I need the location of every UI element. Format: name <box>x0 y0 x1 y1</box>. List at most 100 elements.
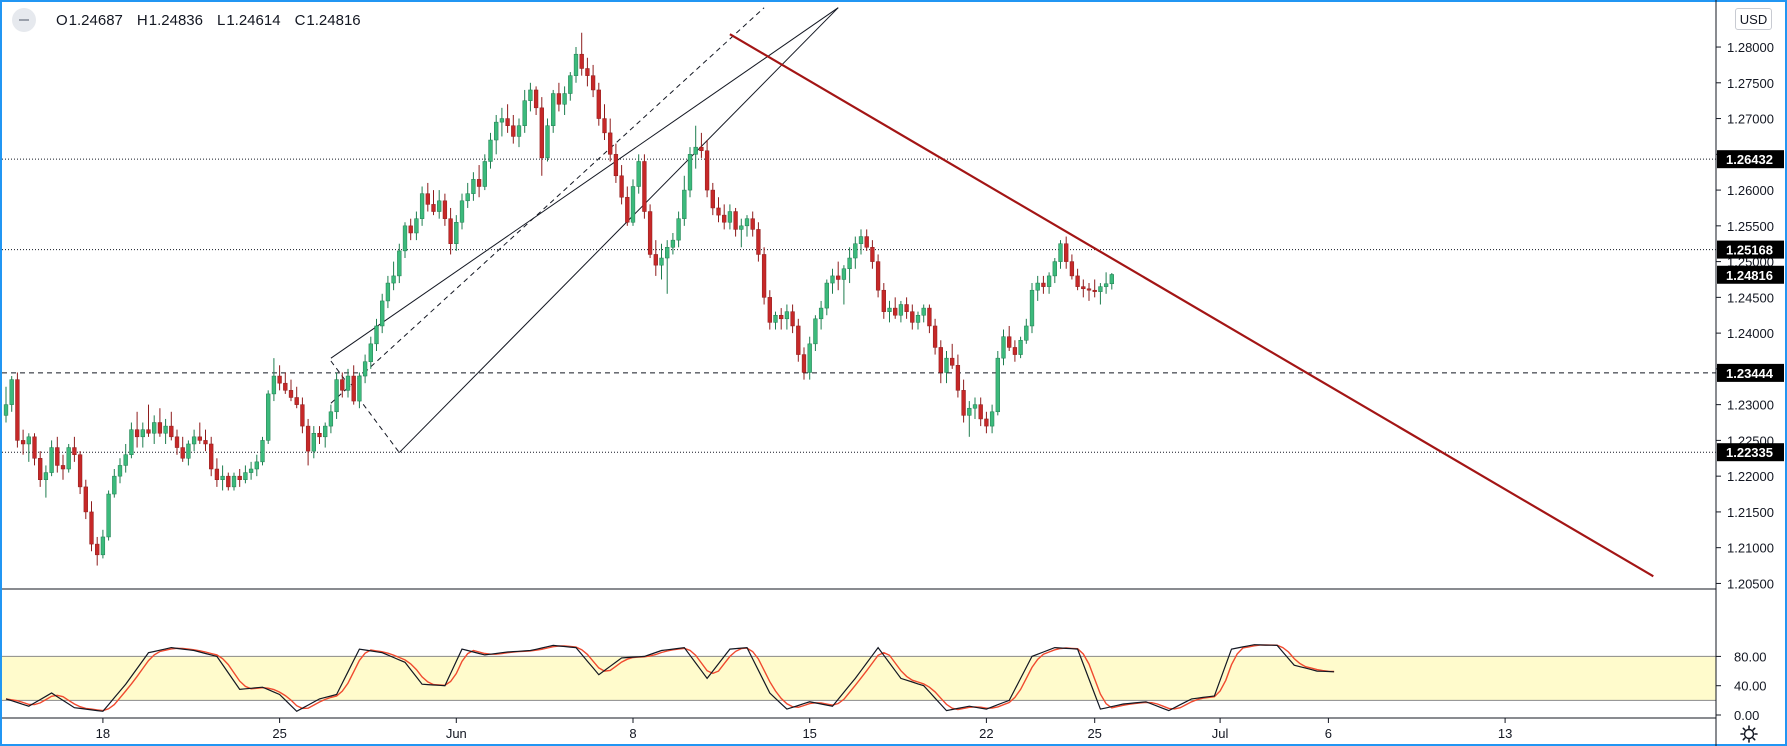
candle <box>830 268 835 294</box>
candle <box>596 82 601 126</box>
price-badge-1.24816 <box>1717 265 1784 284</box>
price-levels-layer <box>2 158 1716 453</box>
candle-body <box>682 189 687 219</box>
candle <box>608 118 613 162</box>
candle <box>482 154 487 191</box>
candle-body <box>750 218 755 230</box>
candle-body <box>243 472 248 480</box>
candle-body <box>38 458 43 480</box>
candle <box>978 397 983 427</box>
candle <box>893 297 898 319</box>
candle <box>961 379 966 423</box>
candle-body <box>551 93 556 126</box>
candle-body <box>362 361 368 377</box>
candle <box>146 404 151 437</box>
candle <box>134 411 140 448</box>
price-badge-label: 1.25168 <box>1726 243 1773 258</box>
candle <box>231 472 237 491</box>
gear-icon[interactable] <box>1738 725 1760 743</box>
candle <box>847 247 852 284</box>
candle-body <box>995 357 1000 413</box>
candle <box>397 243 402 284</box>
candle <box>841 265 847 305</box>
candle-body <box>380 300 385 327</box>
price-tick-label: 1.27000 <box>1727 112 1774 127</box>
candle-body <box>408 225 413 234</box>
candle <box>169 411 174 441</box>
price-tick-label: 1.26000 <box>1727 183 1774 198</box>
candle <box>72 436 77 462</box>
candle-body <box>739 225 744 230</box>
candle-body <box>944 357 949 373</box>
time-tick-label: 25 <box>1087 726 1101 741</box>
candle <box>123 443 128 473</box>
candle <box>533 86 539 115</box>
candle <box>220 465 225 491</box>
candle <box>362 354 368 384</box>
candle <box>83 479 88 520</box>
candle-body <box>32 436 37 459</box>
candle-body <box>590 75 596 91</box>
candle-body <box>813 318 818 345</box>
high-value: H 1.24836 <box>136 11 203 29</box>
candle-body <box>556 93 562 105</box>
candle-body <box>613 154 619 177</box>
candle <box>311 426 316 459</box>
candle-body <box>887 307 892 312</box>
candle-body <box>653 254 658 266</box>
currency-button[interactable]: USD <box>1735 8 1772 30</box>
candle <box>796 318 801 362</box>
candle-body <box>1052 261 1057 277</box>
candle <box>117 458 123 484</box>
candle <box>448 207 453 255</box>
candle <box>300 397 305 434</box>
candle <box>516 118 522 148</box>
candle-body <box>203 440 208 445</box>
candle-body <box>562 93 567 105</box>
candle-body <box>351 375 356 402</box>
candle-body <box>294 397 299 405</box>
candle <box>1081 279 1086 298</box>
candle-body <box>72 447 77 455</box>
candle <box>858 229 864 255</box>
candle <box>60 454 66 480</box>
candle <box>328 404 334 434</box>
candle <box>1001 329 1006 366</box>
minus-icon[interactable] <box>12 8 36 32</box>
candle-body <box>864 236 869 248</box>
candle <box>294 386 299 409</box>
trendline-channel-lower <box>398 7 839 453</box>
candle <box>1035 275 1040 301</box>
stoch-tick-label: 80.00 <box>1734 649 1767 664</box>
candle-body <box>180 447 185 459</box>
candle <box>374 318 379 351</box>
ohlc-legend: O 1.24687 H 1.24836 L 1.24614 C 1.24816 <box>12 8 361 32</box>
candle-body <box>305 425 311 452</box>
candle-body <box>1035 282 1040 291</box>
candle <box>676 211 681 248</box>
candle-body <box>608 132 613 155</box>
candle-body <box>174 436 180 448</box>
candle-body <box>1007 336 1012 348</box>
candle <box>670 232 676 255</box>
candle-body <box>1018 340 1023 355</box>
candle-body <box>790 311 795 327</box>
candle-body <box>1103 283 1109 287</box>
price-tick-label: 1.20500 <box>1727 576 1774 591</box>
candle <box>55 436 60 473</box>
candle <box>590 64 596 98</box>
candle <box>277 365 282 391</box>
candle-body <box>1092 289 1097 292</box>
candle-body <box>311 432 316 452</box>
candle-body <box>49 447 54 473</box>
candle-body <box>476 179 482 187</box>
candle-body <box>254 461 259 470</box>
candle <box>545 118 550 162</box>
candle-body <box>106 493 111 538</box>
price-badges-layer: 1.26432 1.25168 1.24816 1.23444 1.22335 <box>1717 150 1784 462</box>
candle-body <box>77 454 83 488</box>
candle <box>1029 283 1035 334</box>
candle <box>391 261 396 291</box>
candle <box>180 436 185 462</box>
